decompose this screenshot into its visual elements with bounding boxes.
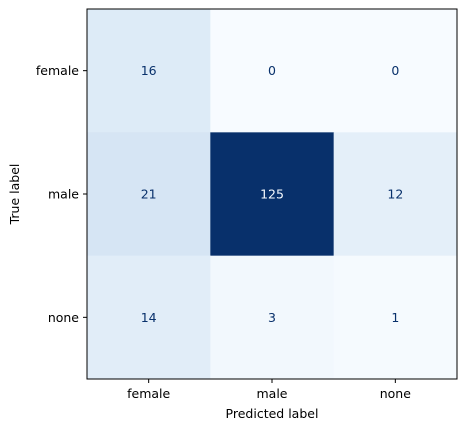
matrix-cell-female-male [210, 9, 335, 133]
matrix-cell-male-female [87, 132, 211, 257]
y-tick-label: female [36, 63, 79, 78]
matrix-cell-male-male [210, 132, 335, 257]
y-axis-ticks: female male none [36, 63, 87, 325]
matrix-cell-none-none [333, 255, 458, 380]
matrix-cell-none-female [87, 255, 211, 380]
matrix-cell-labels: 16 0 0 21 125 12 14 3 1 [141, 63, 404, 325]
y-axis-label: True label [7, 164, 22, 226]
x-axis-label: Predicted label [226, 406, 319, 421]
matrix-cell-male-none [333, 132, 458, 257]
matrix-cells [87, 9, 458, 380]
y-tick-label: male [48, 187, 79, 202]
cell-value-label: 125 [260, 187, 284, 202]
x-axis-ticks: female male none [127, 379, 411, 401]
x-tick-label: male [257, 386, 288, 401]
cell-value-label: 1 [391, 310, 399, 325]
matrix-cell-none-male [210, 255, 335, 380]
cell-value-label: 0 [391, 63, 399, 78]
x-tick-label: female [127, 386, 170, 401]
cell-value-label: 12 [387, 187, 403, 202]
cell-value-label: 16 [141, 63, 157, 78]
matrix-cell-female-female [87, 9, 211, 133]
y-tick-label: none [48, 310, 79, 325]
cell-value-label: 0 [268, 63, 276, 78]
x-tick-label: none [380, 386, 411, 401]
cell-value-label: 21 [141, 187, 157, 202]
cell-value-label: 14 [141, 310, 157, 325]
matrix-cell-female-none [333, 9, 458, 133]
cell-value-label: 3 [268, 310, 276, 325]
